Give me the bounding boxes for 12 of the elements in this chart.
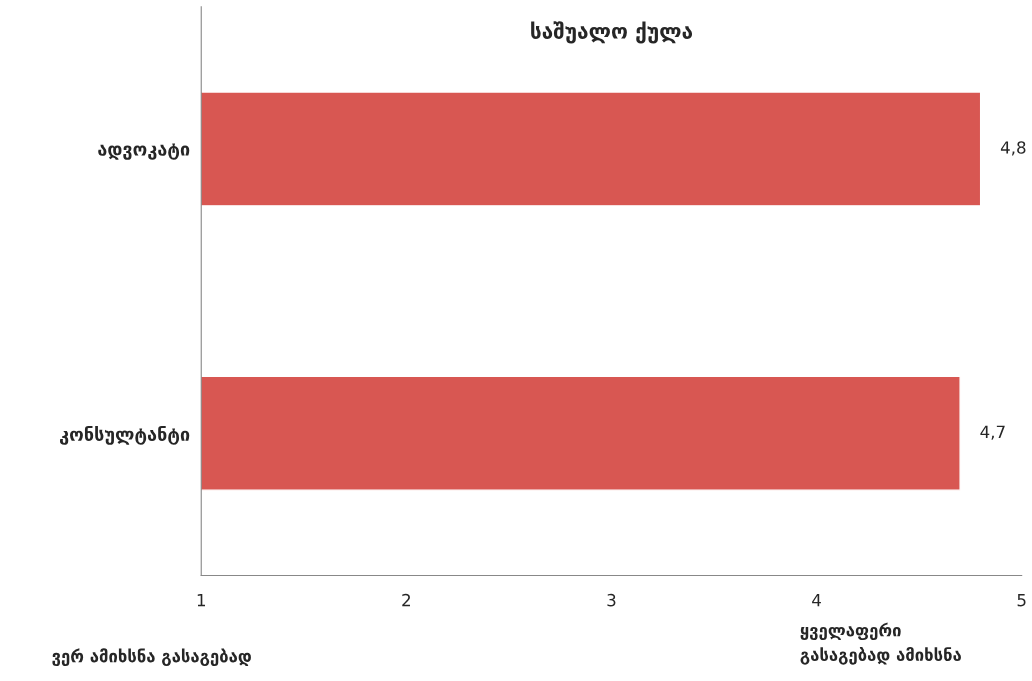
x-tick-label: 1 bbox=[197, 594, 205, 607]
x-tick-label: 4 bbox=[812, 594, 821, 607]
data-label: 4,8 bbox=[1000, 141, 1026, 156]
x-tick-label: 5 bbox=[1017, 594, 1026, 607]
text: საშუალო ქულა bbox=[531, 21, 693, 44]
y-tick-label: ადვოკატი bbox=[98, 143, 190, 160]
x-tick-label: 3 bbox=[607, 593, 616, 607]
y-tick-label: კონსულტანტი bbox=[59, 425, 190, 445]
text: ყველაფერი გასაგებად ამიხსნა bbox=[800, 622, 961, 665]
x-tick-label: 2 bbox=[402, 593, 410, 607]
text: ვერ ამიხსნა გასაგებად bbox=[52, 648, 251, 667]
data-label: 4,7 bbox=[980, 425, 1005, 440]
